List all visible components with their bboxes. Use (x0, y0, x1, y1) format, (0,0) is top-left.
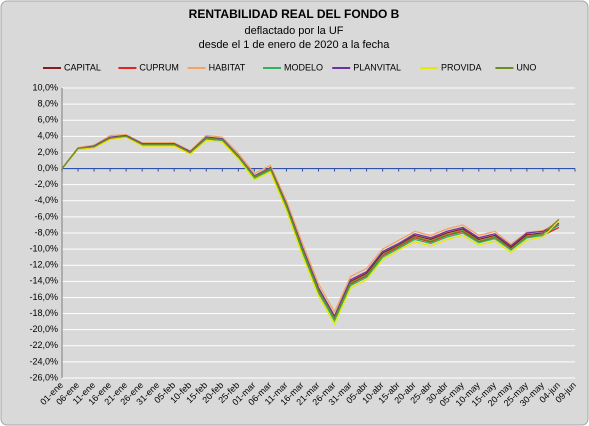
chart-title: RENTABILIDAD REAL DEL FONDO B (189, 7, 400, 21)
y-tick-label: -10,0% (29, 243, 58, 253)
y-tick-label: -14,0% (29, 276, 58, 286)
legend-label: CAPITAL (64, 62, 101, 72)
y-tick-label: -12,0% (29, 260, 58, 270)
legend-label: HABITAT (209, 62, 246, 72)
y-tick-label: -24,0% (29, 356, 58, 366)
y-tick-label: -6,0% (34, 211, 58, 221)
y-tick-label: -8,0% (34, 227, 58, 237)
legend-label: PROVIDA (441, 62, 482, 72)
series-line (61, 134, 560, 314)
y-tick-label: 6,0% (37, 115, 58, 125)
legend-label: MODELO (284, 62, 323, 72)
y-tick-label: 2,0% (37, 147, 58, 157)
y-tick-label: 4,0% (37, 131, 58, 141)
y-tick-label: -16,0% (29, 292, 58, 302)
y-tick-label: -18,0% (29, 308, 58, 318)
series-line (61, 134, 560, 318)
y-tick-label: -20,0% (29, 324, 58, 334)
y-tick-label: -26,0% (29, 372, 58, 382)
chart-subtitle: deflactado por la UF (244, 25, 343, 37)
y-tick-label: 8,0% (37, 98, 58, 108)
y-tick-label: 0,0% (37, 163, 58, 173)
series-line (61, 136, 560, 326)
series-line (61, 135, 560, 320)
y-tick-label: -4,0% (34, 195, 58, 205)
legend-label: CUPRUM (139, 62, 179, 72)
legend-label: UNO (516, 62, 536, 72)
y-tick-label: -2,0% (34, 179, 58, 189)
chart-subtitle: desde el 1 de enero de 2020 a la fecha (199, 39, 391, 51)
legend-label: PLANVITAL (353, 62, 401, 72)
y-tick-label: -22,0% (29, 340, 58, 350)
y-tick-label: 10,0% (32, 82, 58, 92)
